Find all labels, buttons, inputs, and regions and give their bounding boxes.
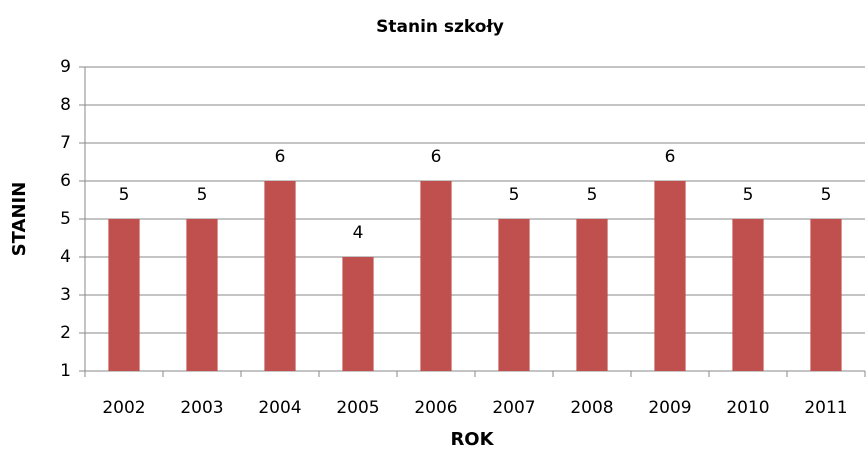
bar <box>108 219 140 371</box>
data-label: 6 <box>431 147 442 167</box>
y-tick-label: 8 <box>60 95 71 115</box>
y-tick-label: 5 <box>60 209 71 229</box>
y-axis-title: STANIN <box>9 182 30 257</box>
x-tick-label: 2011 <box>804 398 847 418</box>
y-tick-label: 6 <box>60 171 71 191</box>
bar <box>576 219 608 371</box>
y-tick-label: 4 <box>60 247 71 267</box>
data-label: 6 <box>275 147 286 167</box>
x-tick-label: 2007 <box>492 398 535 418</box>
y-tick-label: 2 <box>60 323 71 343</box>
bar <box>342 257 374 371</box>
x-tick-label: 2004 <box>258 398 301 418</box>
data-label: 5 <box>119 185 130 205</box>
bar <box>420 181 452 371</box>
bar <box>810 219 842 371</box>
x-tick-label: 2005 <box>336 398 379 418</box>
y-tick-label: 7 <box>60 133 71 153</box>
bar <box>264 181 296 371</box>
data-label: 4 <box>353 223 364 243</box>
y-tick-label: 3 <box>60 285 71 305</box>
x-tick-label: 2009 <box>648 398 691 418</box>
x-tick-label: 2003 <box>180 398 223 418</box>
data-label: 5 <box>509 185 520 205</box>
bar <box>732 219 764 371</box>
x-axis-title: ROK <box>450 429 494 450</box>
y-tick-label: 1 <box>60 361 71 381</box>
data-label: 6 <box>665 147 676 167</box>
x-tick-label: 2006 <box>414 398 457 418</box>
bar <box>654 181 686 371</box>
y-tick-label: 9 <box>60 57 71 77</box>
data-label: 5 <box>197 185 208 205</box>
x-tick-label: 2002 <box>102 398 145 418</box>
x-tick-label: 2010 <box>726 398 769 418</box>
bar <box>498 219 530 371</box>
data-label: 5 <box>821 185 832 205</box>
x-tick-label: 2008 <box>570 398 613 418</box>
data-label: 5 <box>743 185 754 205</box>
bar <box>186 219 218 371</box>
chart-title: Stanin szkoły <box>376 17 504 37</box>
data-label: 5 <box>587 185 598 205</box>
